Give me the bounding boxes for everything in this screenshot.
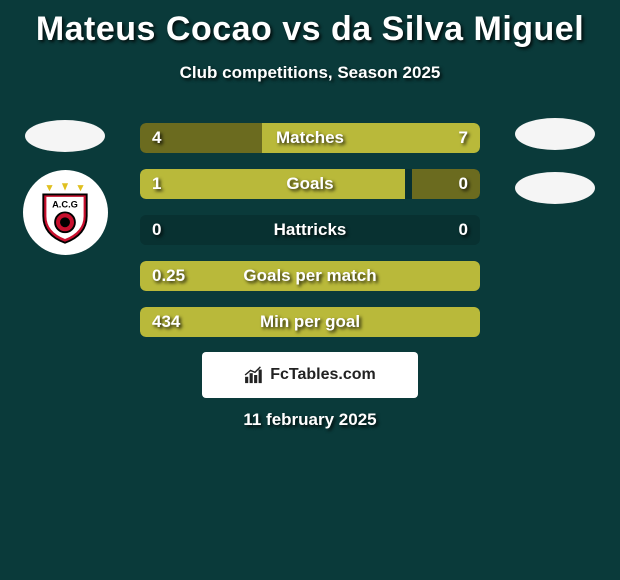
stat-value-left: 0 [152, 220, 161, 240]
club-left-badge: A.C.G [23, 170, 108, 255]
bar-left [140, 261, 480, 291]
stat-value-right: 7 [459, 128, 468, 148]
stat-row: Min per goal434 [140, 307, 480, 337]
bar-right [412, 169, 480, 199]
stat-value-left: 4 [152, 128, 161, 148]
stat-row: Hattricks0 0 [140, 215, 480, 245]
brand-box: FcTables.com [202, 352, 418, 398]
player-right-column [510, 118, 600, 226]
stat-value-left: 434 [152, 312, 180, 332]
svg-text:A.C.G: A.C.G [52, 199, 78, 209]
stat-value-left: 1 [152, 174, 161, 194]
club-right-badge [515, 172, 595, 204]
stat-row: Goals10 [140, 169, 480, 199]
stat-rows: Matches47Goals10Hattricks00Goals per mat… [140, 123, 480, 353]
bar-left [140, 169, 405, 199]
stat-value-right: 0 [459, 220, 468, 240]
bar-chart-icon [244, 366, 266, 384]
brand-text: FcTables.com [270, 366, 376, 384]
stat-value-left: 0.25 [152, 266, 185, 286]
stat-label: Hattricks [140, 220, 480, 240]
page-title: Mateus Cocao vs da Silva Miguel [0, 0, 620, 49]
player-right-photo [515, 118, 595, 150]
subtitle: Club competitions, Season 2025 [0, 63, 620, 83]
stat-row: Matches47 [140, 123, 480, 153]
stat-row: Goals per match0.25 [140, 261, 480, 291]
bar-left [140, 307, 480, 337]
date-text: 11 february 2025 [0, 410, 620, 430]
player-left-photo [25, 120, 105, 152]
player-left-column: A.C.G [20, 120, 110, 255]
bar-right [262, 123, 480, 153]
stat-value-right: 0 [459, 174, 468, 194]
